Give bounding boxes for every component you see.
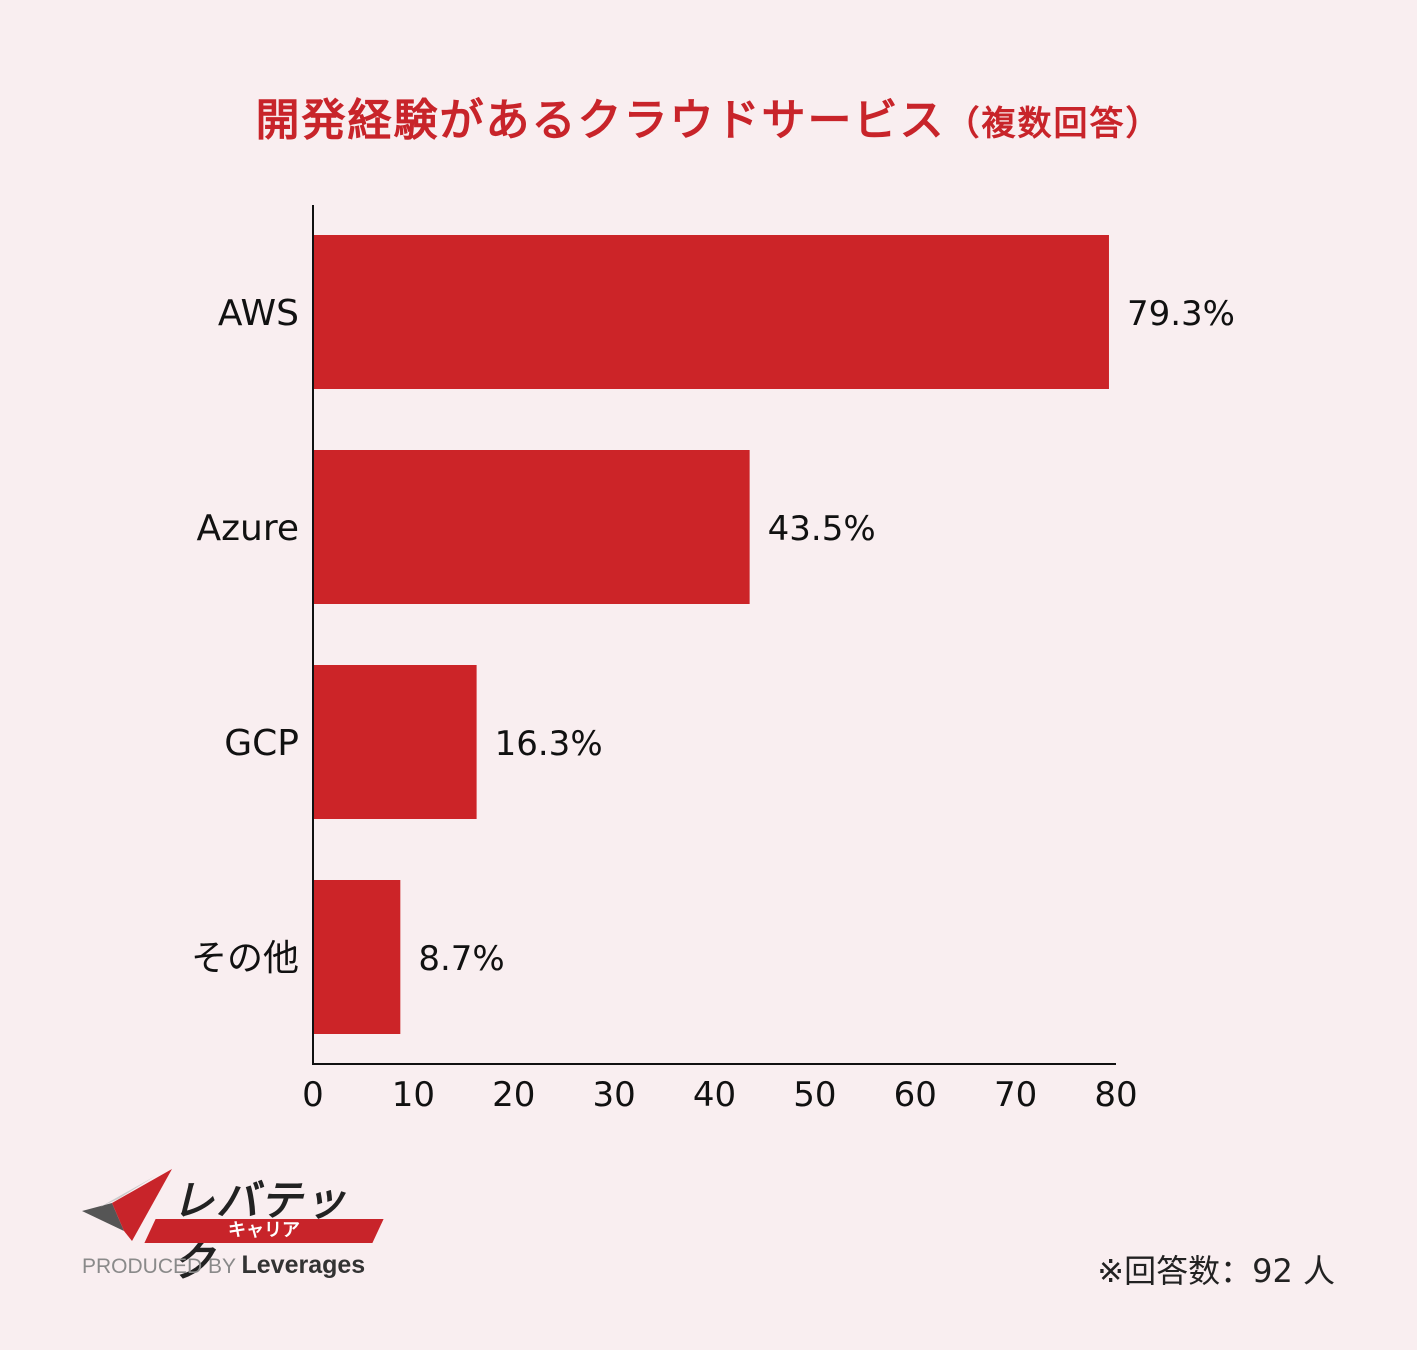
produced-by: PRODUCED BY Leverages — [82, 1251, 365, 1280]
category-label: GCP — [224, 723, 299, 764]
produced-by-label: PRODUCED BY — [82, 1255, 236, 1278]
logo-main-text: レバテック — [172, 1176, 349, 1286]
value-label: 79.3% — [1127, 294, 1235, 334]
bars-group: AWS 79.3% Azure 43.5% GCP 16.3% その他 8.7% — [191, 235, 1235, 1034]
x-tick-label: 10 — [392, 1075, 435, 1115]
x-tick-labels-group: 0 10 20 30 40 50 60 70 80 — [302, 1075, 1137, 1115]
leverages-career-logo: レバテック キャリア PRODUCED BY Leverages — [80, 1165, 390, 1286]
x-tick-label: 70 — [994, 1075, 1037, 1115]
bar-0 — [314, 235, 1109, 389]
bar-2 — [314, 665, 477, 819]
chart-title: 開発経験があるクラウドサービス（複数回答） — [0, 84, 1417, 148]
x-tick-label: 60 — [894, 1075, 937, 1115]
value-label: 8.7% — [418, 939, 504, 979]
x-tick-label: 30 — [592, 1075, 635, 1115]
x-tick-label: 20 — [492, 1075, 535, 1115]
checkmark-logo-icon — [82, 1169, 172, 1241]
bar-3 — [314, 880, 401, 1034]
x-tick-label: 80 — [1094, 1075, 1137, 1115]
x-tick-label: 40 — [693, 1075, 736, 1115]
brand-name: Leverages — [241, 1251, 366, 1279]
value-label: 43.5% — [768, 509, 876, 549]
x-tick-label: 50 — [793, 1075, 836, 1115]
bar-1 — [314, 450, 750, 604]
chart-title-main: 開発経験があるクラウドサービス — [255, 95, 946, 146]
x-tick-label: 0 — [302, 1075, 324, 1115]
logo-sub-text: キャリア — [228, 1220, 300, 1241]
value-label: 16.3% — [495, 724, 603, 764]
category-label: Azure — [197, 508, 300, 549]
chart-title-sub: （複数回答） — [945, 104, 1162, 144]
category-label: その他 — [191, 938, 299, 979]
respondent-count-note: ※回答数：92 人 — [1097, 1252, 1335, 1290]
category-label: AWS — [218, 293, 299, 334]
